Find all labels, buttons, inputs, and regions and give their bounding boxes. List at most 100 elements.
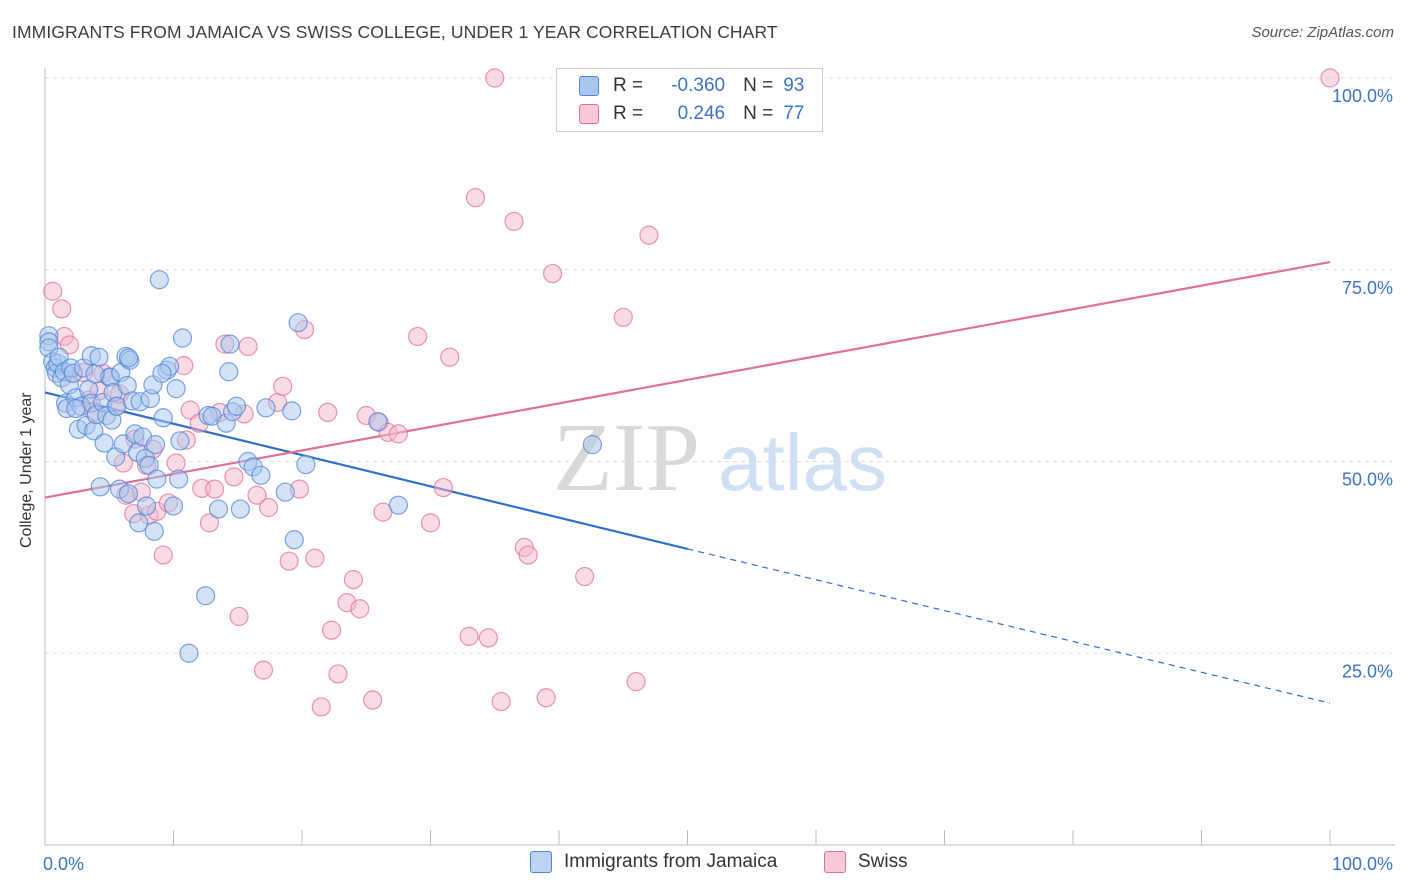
- legend-swatch-blue: [579, 76, 599, 96]
- watermark-zip: ZIP: [553, 404, 700, 512]
- legend-r-value: 0.246: [677, 103, 726, 124]
- point-swiss: [180, 400, 200, 420]
- point-jamaica: [89, 347, 109, 367]
- point-swiss: [199, 513, 220, 533]
- point-swiss: [311, 697, 331, 717]
- stats-legend: R = -0.360 N = 93 R = 0.246 N = 77: [556, 68, 823, 132]
- point-swiss: [440, 347, 460, 367]
- legend-swatch-pink: [824, 851, 846, 873]
- y-tick-label: 50.0%: [1342, 470, 1393, 490]
- point-jamaica: [368, 412, 388, 432]
- x-tick-label: 100.0%: [1332, 854, 1393, 874]
- point-swiss: [343, 570, 363, 590]
- point-jamaica: [256, 398, 276, 418]
- point-swiss: [388, 424, 408, 444]
- point-jamaica: [145, 435, 166, 455]
- legend-swatch-blue: [530, 851, 552, 873]
- point-jamaica: [282, 401, 302, 421]
- point-swiss: [639, 225, 659, 245]
- point-swiss: [205, 479, 225, 499]
- point-jamaica: [85, 364, 105, 384]
- point-jamaica: [288, 313, 308, 333]
- point-jamaica: [118, 484, 139, 504]
- trend-line-jamaica: [44, 391, 688, 551]
- point-swiss: [321, 620, 342, 640]
- point-jamaica: [147, 469, 167, 489]
- point-swiss: [253, 660, 274, 680]
- point-swiss: [478, 628, 498, 648]
- point-swiss: [363, 690, 383, 710]
- point-jamaica: [251, 465, 271, 485]
- point-jamaica: [144, 521, 164, 541]
- point-jamaica: [149, 270, 169, 290]
- y-tick-label: 25.0%: [1342, 661, 1393, 681]
- point-swiss: [1320, 68, 1340, 88]
- legend-item-swiss: Swiss: [824, 851, 908, 873]
- point-swiss: [318, 402, 338, 423]
- point-swiss: [247, 485, 267, 505]
- point-jamaica: [582, 435, 603, 455]
- source-label: Source: ZipAtlas.com: [1251, 24, 1394, 41]
- legend-swatch-pink: [579, 104, 599, 124]
- point-swiss: [43, 281, 63, 301]
- point-jamaica: [275, 482, 295, 502]
- point-jamaica: [152, 363, 172, 383]
- y-tick-label: 100.0%: [1332, 86, 1393, 106]
- point-jamaica: [153, 408, 173, 428]
- point-jamaica: [129, 513, 149, 533]
- point-swiss: [433, 477, 453, 498]
- point-jamaica: [172, 328, 193, 348]
- legend-n-label: N =: [743, 103, 774, 124]
- point-swiss: [279, 551, 299, 571]
- legend-series-name: Swiss: [858, 851, 908, 872]
- point-swiss: [518, 545, 538, 565]
- point-swiss: [408, 326, 428, 347]
- point-swiss: [229, 606, 249, 627]
- point-jamaica: [219, 362, 239, 382]
- axes: [44, 68, 1395, 846]
- point-swiss: [350, 599, 370, 619]
- point-swiss: [575, 566, 595, 587]
- point-swiss: [153, 545, 173, 565]
- point-swiss: [273, 376, 293, 396]
- point-swiss: [166, 453, 186, 473]
- point-jamaica: [94, 433, 114, 453]
- point-swiss: [420, 513, 441, 533]
- point-swiss: [224, 467, 244, 487]
- legend-n-label: N =: [743, 75, 774, 96]
- point-jamaica: [196, 586, 216, 606]
- legend-item-jamaica: Immigrants from Jamaica: [530, 851, 777, 873]
- point-swiss: [613, 307, 633, 327]
- point-jamaica: [284, 530, 304, 550]
- grid-lines: [45, 77, 1395, 654]
- point-jamaica: [90, 477, 110, 497]
- watermark: ZIP atlas: [553, 404, 887, 512]
- point-jamaica: [179, 643, 199, 663]
- data-points: [39, 68, 1340, 717]
- point-swiss: [305, 548, 325, 568]
- y-axis-label: College, Under 1 year: [18, 392, 35, 548]
- tick-labels: 25.0% 50.0% 75.0% 100.0% 0.0% 100.0%: [43, 86, 1393, 874]
- legend-r-label: R =: [613, 103, 644, 124]
- point-swiss: [52, 299, 72, 319]
- point-swiss: [459, 626, 479, 646]
- point-jamaica: [169, 469, 189, 489]
- point-jamaica: [230, 499, 250, 519]
- point-jamaica: [118, 348, 139, 368]
- trend-lines: [44, 260, 1331, 704]
- point-swiss: [59, 335, 80, 355]
- point-jamaica: [226, 396, 247, 416]
- point-swiss: [328, 664, 348, 684]
- point-swiss: [504, 211, 524, 232]
- legend-row-jamaica: R = -0.360 N = 93: [579, 73, 804, 99]
- point-swiss: [542, 263, 563, 284]
- point-swiss: [491, 691, 511, 712]
- watermark-atlas: atlas: [718, 418, 887, 507]
- point-swiss: [536, 688, 556, 708]
- chart-title: IMMIGRANTS FROM JAMAICA VS SWISS COLLEGE…: [12, 22, 778, 42]
- y-tick-label: 75.0%: [1342, 278, 1393, 298]
- point-jamaica: [220, 334, 240, 354]
- legend-series-name: Immigrants from Jamaica: [564, 851, 778, 872]
- point-jamaica: [163, 496, 184, 516]
